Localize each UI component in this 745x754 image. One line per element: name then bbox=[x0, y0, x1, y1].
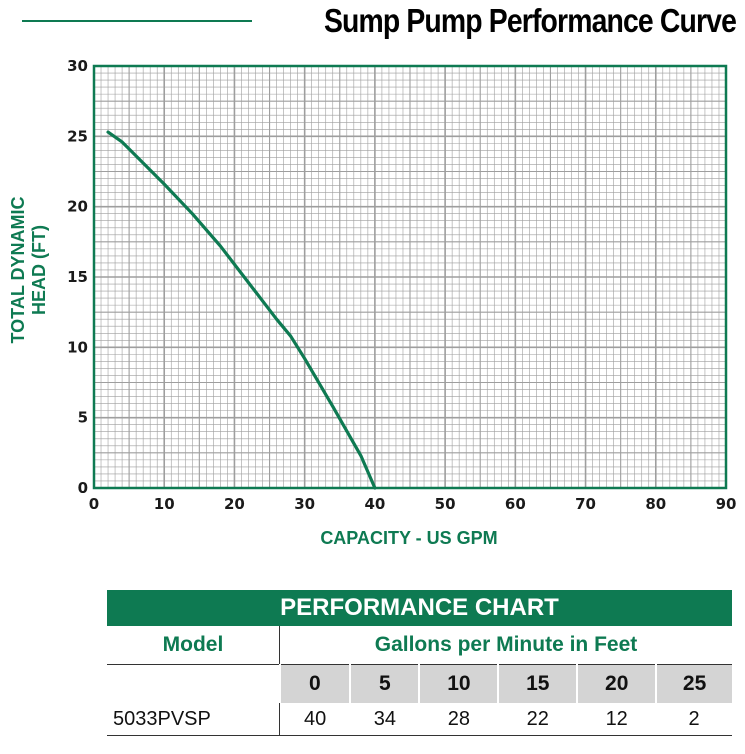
x-tick-label: 50 bbox=[435, 495, 456, 513]
y-tick-label: 10 bbox=[67, 338, 88, 356]
head-value-cell: 10 bbox=[418, 664, 499, 703]
chart-grid bbox=[92, 64, 728, 490]
head-value-cell: 5 bbox=[349, 664, 420, 703]
x-tick-label: 80 bbox=[645, 495, 666, 513]
gpm-column-header: Gallons per Minute in Feet bbox=[279, 626, 732, 665]
x-tick-label: 0 bbox=[89, 495, 99, 513]
chart-ticks: 0 10 20 30 40 50 60 70 80 90 0 5 10 15 20 25 30 bbox=[67, 57, 736, 513]
x-tick-label: 10 bbox=[154, 495, 175, 513]
x-tick-label: 70 bbox=[575, 495, 596, 513]
performance-chart-title: PERFORMANCE CHART bbox=[107, 590, 732, 626]
model-column-header: Model bbox=[107, 626, 280, 665]
gpm-value-cell: 34 bbox=[350, 703, 420, 736]
head-values-row: 0 5 10 15 20 25 bbox=[107, 664, 732, 703]
table-header-row: Model Gallons per Minute in Feet bbox=[107, 626, 732, 665]
x-axis-title: CAPACITY - US GPM bbox=[320, 528, 497, 548]
performance-chart-table: PERFORMANCE CHART Model Gallons per Minu… bbox=[107, 590, 732, 736]
chart-series bbox=[106, 130, 377, 490]
y-axis-title: TOTAL DYNAMIC HEAD (FT) bbox=[8, 197, 49, 344]
x-tick-label: 90 bbox=[716, 495, 737, 513]
performance-curve-chart: 0 10 20 30 40 50 60 70 80 90 0 5 10 15 20 25 30 CAPACITY… bbox=[8, 57, 736, 548]
gpm-value-cell: 2 bbox=[656, 703, 732, 736]
y-tick-label: 0 bbox=[78, 479, 88, 497]
gpm-value-cell: 12 bbox=[577, 703, 657, 736]
title-rule bbox=[22, 20, 252, 22]
head-value-cell: 0 bbox=[278, 664, 351, 703]
y-axis-title-line-2: HEAD (FT) bbox=[29, 225, 49, 315]
x-tick-label: 40 bbox=[364, 495, 385, 513]
table-row: 5033PVSP 40 34 28 22 12 2 bbox=[107, 703, 732, 736]
empty-cell bbox=[107, 664, 280, 703]
y-tick-label: 5 bbox=[78, 409, 88, 427]
x-tick-label: 30 bbox=[294, 495, 315, 513]
gpm-value-cell: 22 bbox=[498, 703, 578, 736]
series-line bbox=[106, 130, 377, 490]
gpm-value-cell: 28 bbox=[419, 703, 499, 736]
head-value-cell: 20 bbox=[576, 664, 657, 703]
x-tick-label: 20 bbox=[224, 495, 245, 513]
gpm-value-cell: 40 bbox=[279, 703, 351, 736]
head-value-cell: 25 bbox=[655, 664, 732, 703]
y-axis-title-line-1: TOTAL DYNAMIC bbox=[8, 197, 28, 344]
y-tick-label: 30 bbox=[67, 57, 88, 75]
y-tick-label: 20 bbox=[67, 198, 88, 216]
y-tick-label: 15 bbox=[67, 268, 88, 286]
model-name-cell: 5033PVSP bbox=[107, 703, 280, 736]
x-tick-label: 60 bbox=[505, 495, 526, 513]
page-title: Sump Pump Performance Curve bbox=[323, 2, 737, 39]
y-tick-label: 25 bbox=[67, 127, 88, 145]
plot-frame bbox=[92, 64, 728, 490]
head-value-cell: 15 bbox=[497, 664, 578, 703]
